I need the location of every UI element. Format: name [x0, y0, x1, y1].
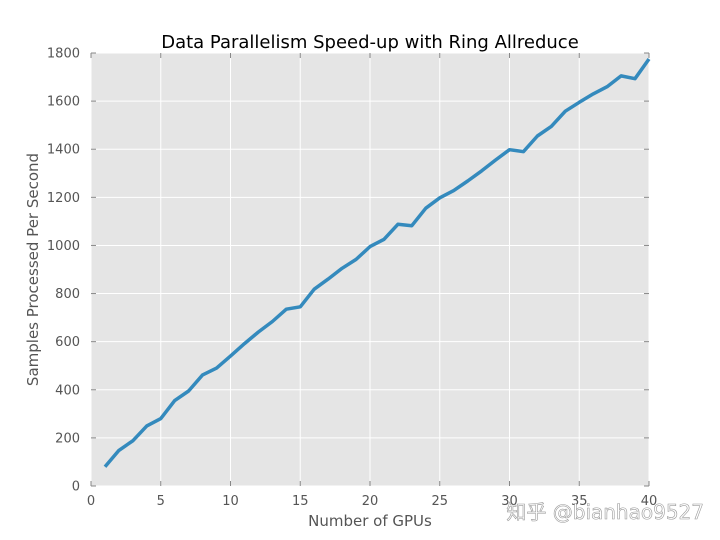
series-line-throughput [103, 57, 651, 468]
x-tick-label: 40 [641, 494, 658, 509]
x-tick-label: 30 [501, 494, 518, 509]
tick-labels: 0 5 10 15 20 25 30 35 40020040060080010001200140… [47, 47, 657, 510]
y-tick-label: 1600 [47, 95, 80, 110]
y-tick-label: 1400 [47, 143, 80, 158]
y-tick-label: 1800 [47, 47, 80, 62]
x-tick-label: 20 [362, 494, 379, 509]
series-layer [103, 57, 651, 468]
x-tick-label: 0 [87, 494, 95, 509]
chart-title: Data Parallelism Speed-up with Ring Allr… [161, 32, 579, 53]
axis-ticks [90, 52, 650, 487]
y-tick-label: 1000 [47, 239, 80, 254]
x-tick-label: 5 [157, 494, 165, 509]
watermark: 知乎 @bianhao9527 [506, 500, 704, 524]
y-tick-label: 600 [55, 335, 80, 350]
y-tick-label: 200 [55, 431, 80, 446]
y-axis-label: Samples Processed Per Second [24, 153, 42, 386]
x-tick-label: 15 [292, 494, 309, 509]
x-tick-label: 10 [222, 494, 239, 509]
y-tick-label: 1200 [47, 191, 80, 206]
y-tick-label: 400 [55, 383, 80, 398]
y-tick-label: 800 [55, 287, 80, 302]
y-tick-label: 0 [72, 480, 80, 495]
x-tick-label: 25 [431, 494, 448, 509]
x-axis-label: Number of GPUs [308, 512, 432, 530]
x-tick-label: 35 [571, 494, 588, 509]
